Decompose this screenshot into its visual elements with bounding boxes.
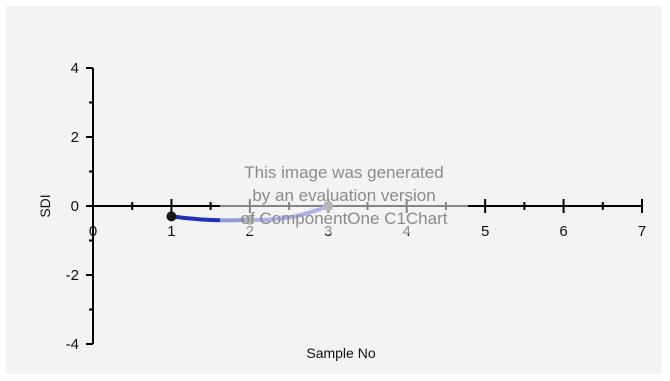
x-tick-label: 5 xyxy=(481,223,489,240)
x-tick-label: 6 xyxy=(559,223,567,240)
x-axis-title: Sample No xyxy=(306,345,375,361)
x-tick-label: 7 xyxy=(638,223,646,240)
y-tick-label: 0 xyxy=(71,198,79,215)
y-tick-label: 4 xyxy=(71,60,79,77)
watermark-line: This image was generated xyxy=(244,163,443,182)
watermark-box xyxy=(220,158,468,234)
x-tick-label: 1 xyxy=(167,223,175,240)
data-point xyxy=(166,211,177,222)
x-tick-label: 0 xyxy=(89,223,97,240)
evaluation-watermark: This image was generated by an evaluation… xyxy=(220,158,468,234)
watermark-line: of ComponentOne C1Chart xyxy=(241,209,448,228)
watermark-line: by an evaluation version xyxy=(252,186,435,205)
chart-frame: 420-2-401234567 This image was generated… xyxy=(6,6,662,374)
y-axis-title: SDI xyxy=(37,194,53,217)
y-tick-label: -4 xyxy=(66,336,79,353)
sdi-line-chart: 420-2-401234567 This image was generated… xyxy=(37,60,646,361)
y-tick-label: 2 xyxy=(71,129,79,146)
y-tick-label: -2 xyxy=(66,267,79,284)
